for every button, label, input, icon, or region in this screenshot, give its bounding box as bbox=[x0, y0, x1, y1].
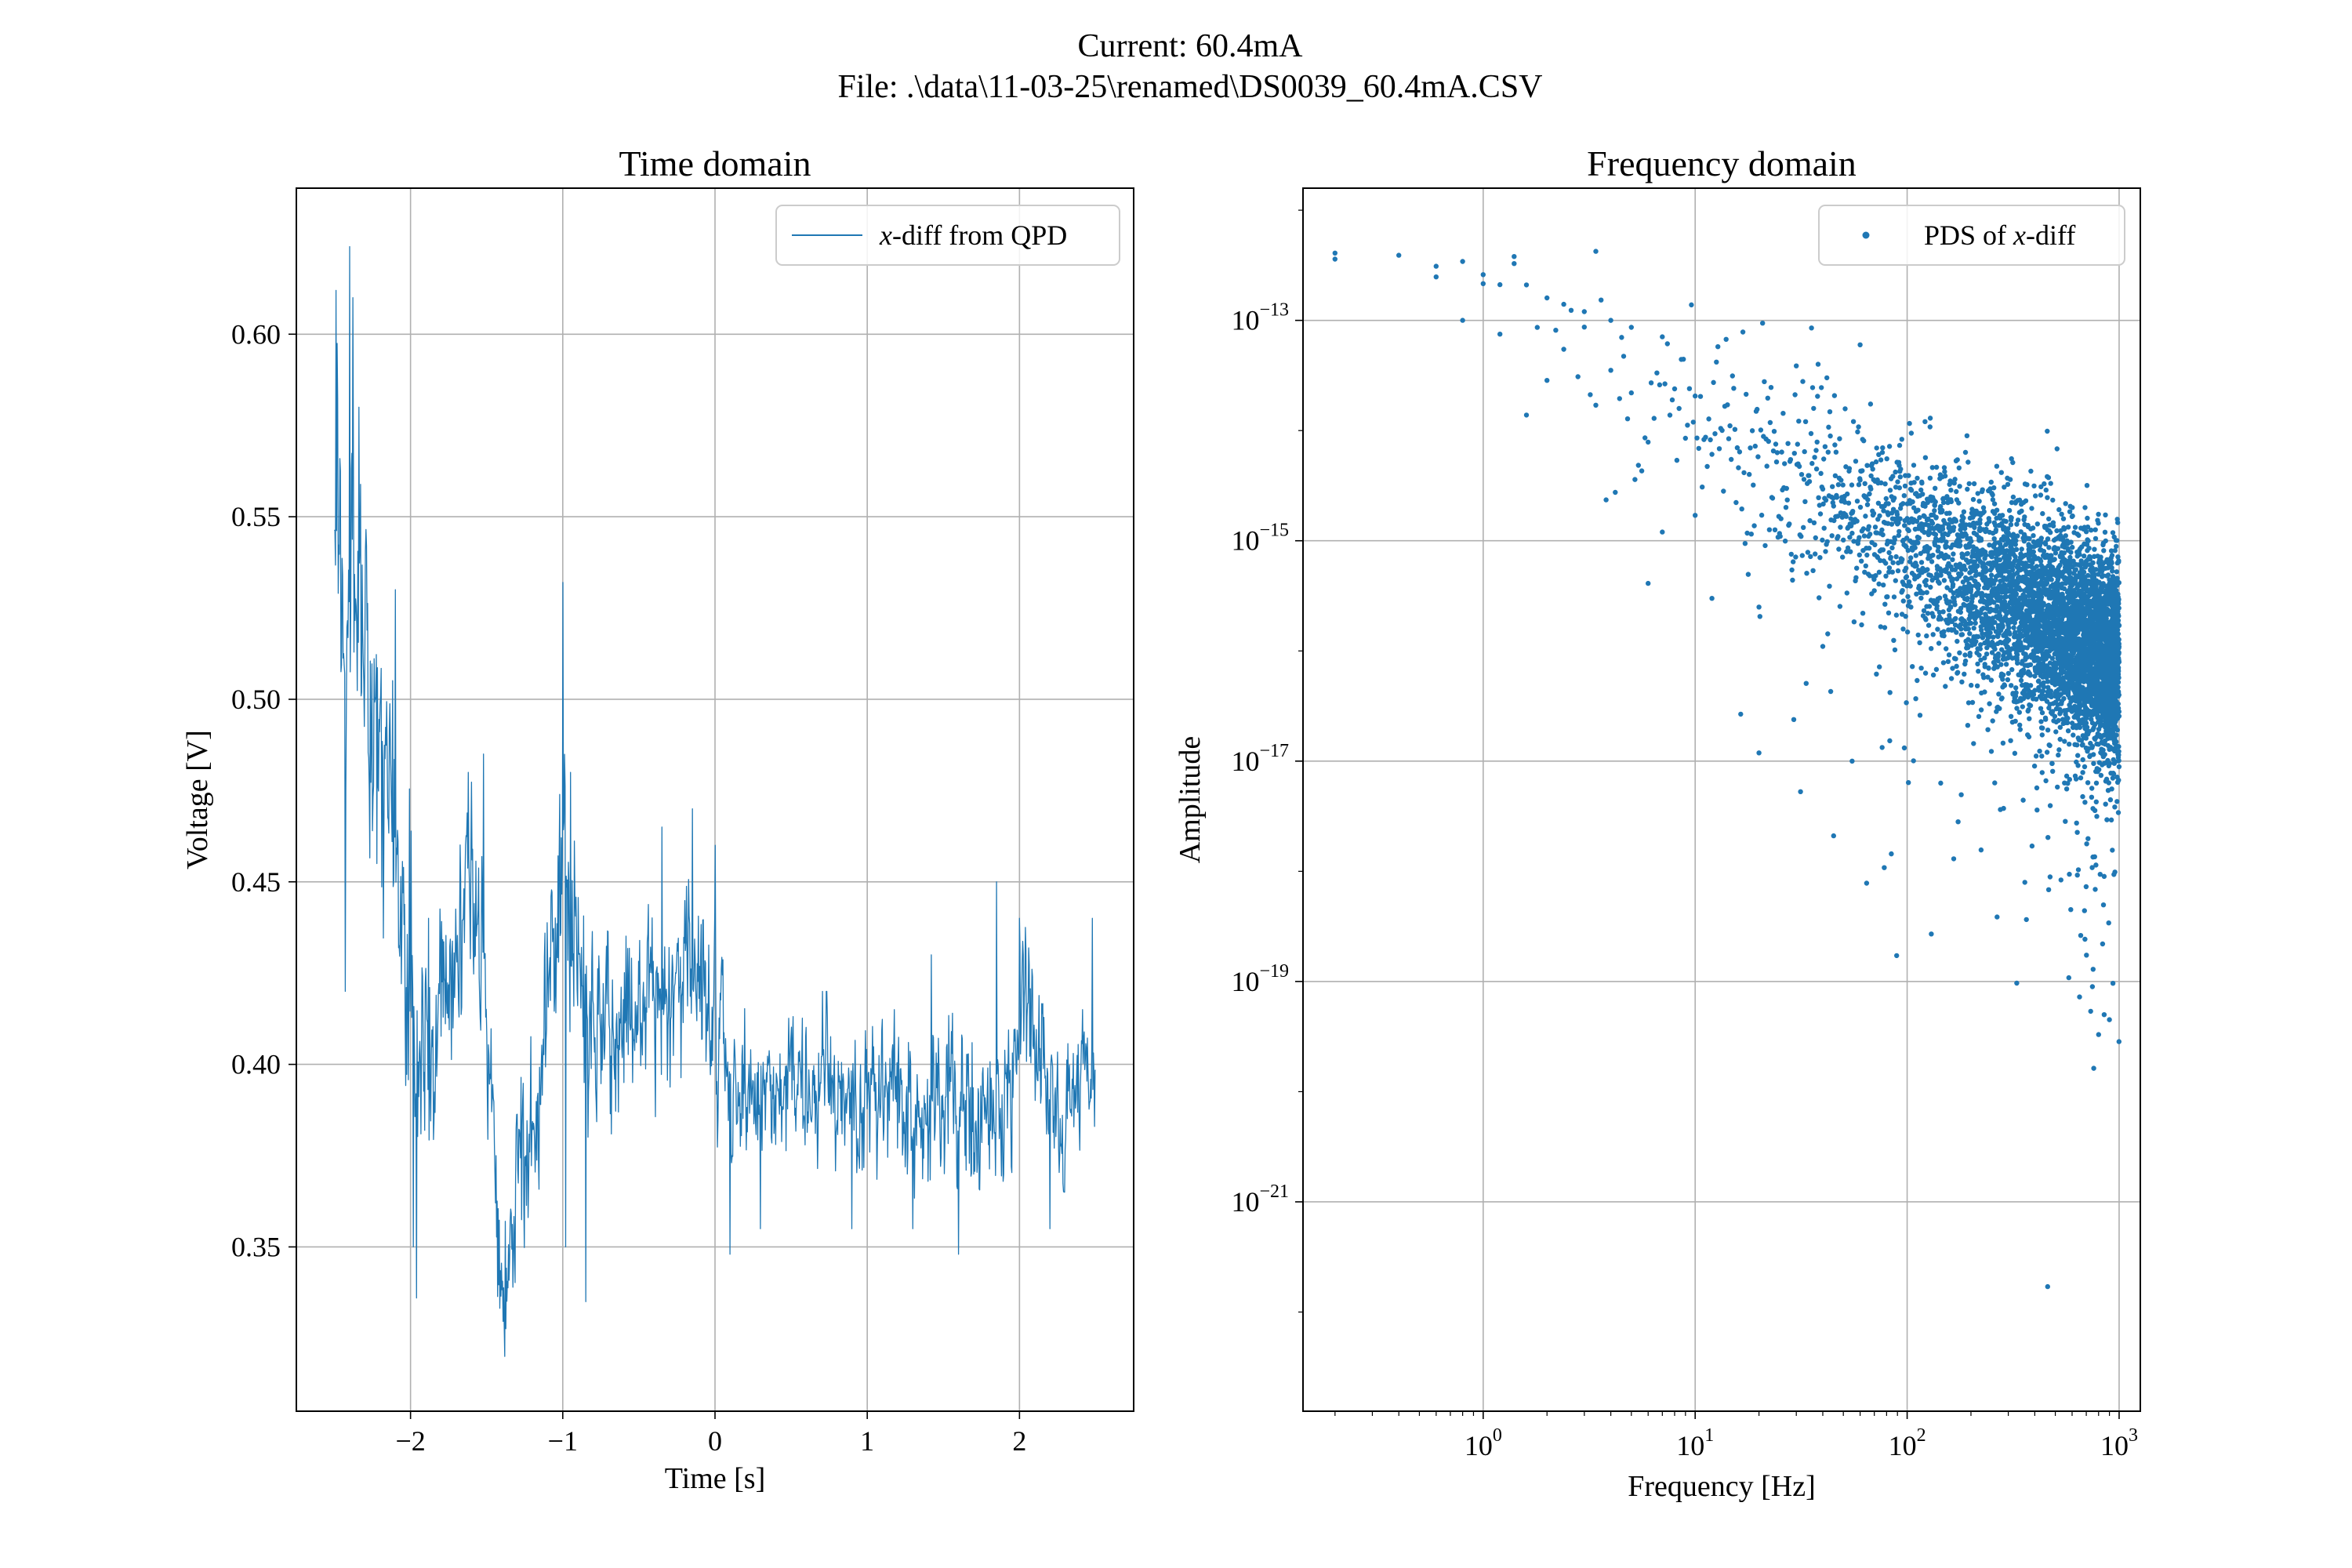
time-legend-label-var: x bbox=[879, 220, 892, 251]
time-ytick-label: 0.40 bbox=[231, 1049, 281, 1080]
time-ytick-label: 0.60 bbox=[231, 318, 281, 350]
time-ytick-label: 0.55 bbox=[231, 501, 281, 532]
freq-legend-label-rest: -diff bbox=[2026, 220, 2075, 251]
freq-ytick-label: 10−19 bbox=[1231, 961, 1289, 997]
time-ytick-label: 0.45 bbox=[231, 866, 281, 898]
freq-xtick-label: 102 bbox=[1889, 1425, 1926, 1461]
freq-ticks: 100 101 102 103 10−21 10−19 10−17 10−15 10−13 bbox=[1231, 209, 2138, 1461]
freq-ytick-label: 10−13 bbox=[1231, 300, 1289, 336]
freq-xtick-label: 103 bbox=[2100, 1425, 2138, 1461]
time-xtick-label: −2 bbox=[395, 1425, 425, 1457]
time-plot-title: Time domain bbox=[619, 143, 811, 183]
freq-xtick-label: 100 bbox=[1465, 1425, 1502, 1461]
suptitle-line-1: Current: 60.4mA bbox=[1078, 28, 1304, 64]
time-ylabel: Voltage [V] bbox=[181, 730, 214, 869]
time-xtick-label: 0 bbox=[708, 1425, 722, 1457]
freq-xtick-label: 101 bbox=[1676, 1425, 1714, 1461]
freq-xlabel: Frequency [Hz] bbox=[1628, 1470, 1816, 1503]
time-xtick-label: 1 bbox=[860, 1425, 874, 1457]
freq-plot-title: Frequency domain bbox=[1587, 143, 1857, 183]
freq-ylabel: Amplitude bbox=[1174, 736, 1207, 864]
time-ytick-label: 0.35 bbox=[231, 1231, 281, 1262]
freq-grid bbox=[1303, 188, 2140, 1411]
time-xtick-label: 2 bbox=[1012, 1425, 1026, 1457]
time-ticks: −2 −1 0 1 2 0.35 0.40 0.45 0.50 0.55 0.60 bbox=[231, 318, 1026, 1457]
freq-legend-label-prefix: PDS of bbox=[1924, 220, 2013, 251]
freq-legend-label-var: x bbox=[2013, 220, 2026, 251]
time-xtick-label: −1 bbox=[548, 1425, 578, 1457]
time-series-line bbox=[334, 245, 1096, 1357]
freq-plot-frame bbox=[1302, 187, 2141, 1412]
suptitle-line-2: File: .\data\11-03-25\renamed\DS0039_60.… bbox=[837, 69, 1542, 105]
freq-ytick-label: 10−15 bbox=[1231, 521, 1289, 557]
time-ytick-label: 0.50 bbox=[231, 684, 281, 715]
freq-legend-label: PDS of x-diff bbox=[1924, 220, 2075, 251]
time-legend-label-rest: -diff from QPD bbox=[892, 220, 1067, 251]
freq-legend-swatch bbox=[1862, 231, 1870, 239]
time-domain-plot: Time domain −2 −1 0 1 2 0.35 0.40 0.45 0.50 0.55 0… bbox=[181, 143, 1134, 1495]
freq-ytick-label: 10−21 bbox=[1231, 1181, 1289, 1218]
time-trace bbox=[334, 245, 1096, 1357]
frequency-domain-plot: Frequency domain 100 101 102 10310−2110−191… bbox=[1174, 143, 2141, 1503]
time-legend-label: x-diff from QPD bbox=[879, 220, 1067, 251]
time-legend: x-diff from QPD bbox=[775, 205, 1120, 266]
time-xlabel: Time [s] bbox=[665, 1462, 765, 1495]
freq-ytick-label: 10−17 bbox=[1231, 741, 1289, 777]
time-legend-box bbox=[775, 205, 1120, 266]
freq-legend: PDS of x-diff bbox=[1818, 205, 2125, 266]
freq-legend-box bbox=[1818, 205, 2125, 266]
